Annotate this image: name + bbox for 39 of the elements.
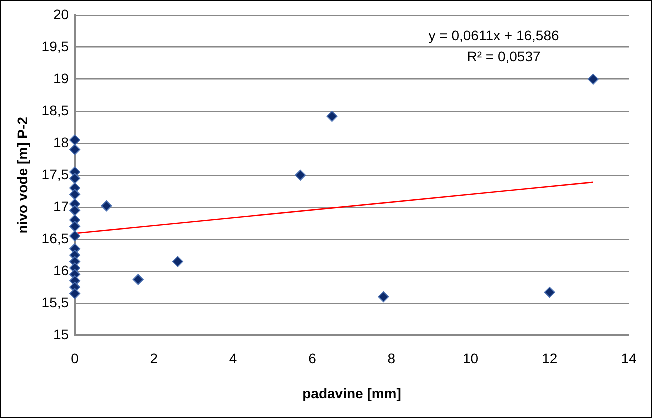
- y-tick-label: 18: [53, 134, 70, 150]
- point: [70, 144, 81, 156]
- y-tick-label: 17,5: [42, 166, 70, 182]
- point: [544, 287, 556, 298]
- point: [70, 134, 81, 146]
- point: [70, 221, 81, 232]
- y-tick-label: 15,5: [42, 294, 70, 310]
- y-axis-title: nivo vode [m] P-2: [14, 116, 30, 234]
- y-tick-label: 20: [53, 6, 70, 22]
- x-tick-label: 4: [229, 350, 238, 367]
- y-tick-label: 16: [53, 262, 70, 278]
- x-tick-label: 2: [150, 350, 158, 367]
- point: [378, 292, 390, 302]
- y-tick-label: 15: [53, 326, 70, 342]
- x-tick-label: 14: [621, 350, 637, 367]
- point: [101, 200, 112, 212]
- y-tick-label: 16,5: [42, 230, 70, 246]
- x-tick-label: 0: [71, 350, 80, 367]
- point: [70, 288, 81, 300]
- point: [70, 173, 81, 184]
- y-tick-label: 17: [53, 198, 70, 214]
- annotation: y = 0,0611x + 16,586: [428, 27, 560, 44]
- x-tick-label: 8: [388, 350, 396, 367]
- x-tick-label: 10: [462, 350, 479, 367]
- point: [70, 230, 81, 242]
- point: [70, 205, 81, 216]
- y-tick-label: 19: [53, 70, 70, 86]
- annotation: R² = 0,0537: [467, 48, 541, 64]
- point: [70, 189, 81, 200]
- point: [588, 74, 599, 85]
- point: [295, 170, 306, 181]
- x-axis-title: padavine [mm]: [302, 385, 402, 402]
- x-tick-label: 12: [542, 350, 558, 367]
- point: [132, 274, 144, 286]
- y-tick-label: 18,5: [42, 102, 70, 118]
- point: [326, 111, 338, 122]
- point: [172, 256, 184, 268]
- y-tick-label: 19,5: [42, 38, 70, 54]
- x-tick-label: 6: [308, 350, 317, 367]
